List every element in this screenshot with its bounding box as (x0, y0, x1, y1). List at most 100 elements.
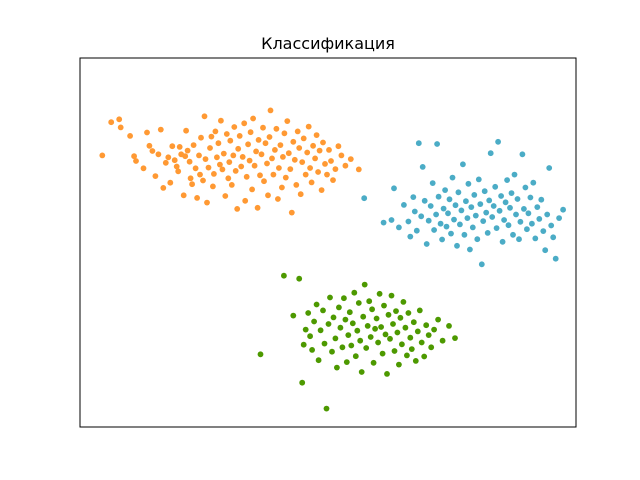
data-point (508, 190, 515, 197)
data-point (160, 185, 167, 191)
data-point (532, 235, 539, 242)
data-point (180, 192, 187, 199)
data-point (275, 196, 281, 202)
series-3 (257, 272, 458, 412)
data-point (396, 361, 402, 368)
data-point (325, 321, 332, 327)
data-point (227, 137, 234, 144)
data-point (498, 193, 504, 199)
data-point (471, 192, 478, 198)
data-point (291, 156, 298, 163)
data-point (189, 181, 196, 188)
data-point (287, 166, 294, 173)
data-point (232, 168, 239, 174)
data-point (375, 339, 381, 346)
data-point (546, 165, 553, 171)
data-point (332, 166, 339, 173)
data-point (304, 149, 311, 156)
data-point (253, 148, 259, 155)
data-point (483, 209, 490, 216)
data-point (117, 124, 124, 131)
data-point (510, 231, 516, 238)
data-point (281, 272, 287, 279)
data-point (239, 154, 246, 160)
data-point (108, 119, 115, 126)
data-point (480, 218, 487, 225)
data-point (187, 175, 194, 182)
data-point (299, 159, 306, 166)
data-point (352, 353, 359, 360)
data-point (419, 164, 426, 170)
data-point (343, 359, 350, 365)
data-point (490, 203, 497, 209)
data-point (241, 120, 248, 127)
data-point (257, 172, 263, 179)
data-point (228, 182, 235, 188)
data-point (219, 166, 226, 173)
data-point (305, 123, 312, 130)
data-point (461, 231, 468, 238)
data-point (435, 193, 442, 200)
data-point (407, 334, 414, 341)
data-point (355, 300, 362, 306)
data-point (505, 222, 512, 229)
data-point (431, 326, 437, 333)
data-point (215, 140, 222, 147)
data-point (370, 359, 377, 366)
data-point (155, 151, 162, 158)
data-point (378, 324, 384, 330)
data-point (457, 221, 463, 228)
data-point (211, 171, 217, 177)
data-point (405, 218, 412, 225)
data-point (418, 339, 425, 346)
data-point (225, 175, 232, 182)
data-point (452, 202, 459, 209)
data-point (423, 322, 430, 329)
data-point (171, 157, 178, 164)
data-point (439, 337, 446, 344)
data-point (367, 334, 374, 340)
series-1 (99, 107, 362, 216)
data-point (335, 143, 342, 150)
data-point (433, 211, 439, 218)
data-point (198, 134, 204, 141)
data-point (316, 147, 323, 154)
data-point (437, 220, 444, 227)
data-point (282, 174, 289, 181)
data-point (521, 206, 527, 212)
data-point (144, 129, 150, 136)
data-point (552, 255, 559, 262)
data-point (449, 174, 456, 181)
data-point (300, 135, 307, 142)
data-point (464, 215, 471, 222)
data-point (242, 197, 249, 204)
data-point (361, 281, 368, 288)
data-point (235, 145, 242, 152)
data-point (354, 327, 361, 334)
data-point (448, 230, 454, 237)
data-point (527, 194, 534, 201)
data-point (421, 197, 428, 204)
data-point (267, 107, 274, 114)
data-point (234, 206, 241, 212)
data-point (347, 156, 354, 163)
data-point (192, 165, 199, 172)
data-point (281, 130, 288, 137)
data-point (269, 155, 275, 162)
data-point (357, 337, 364, 344)
data-point (210, 183, 216, 190)
data-point (481, 188, 488, 195)
data-point (416, 307, 423, 314)
data-point (194, 195, 201, 201)
data-point (455, 189, 462, 196)
data-point (296, 275, 303, 282)
data-point (238, 163, 245, 170)
data-point (339, 344, 346, 351)
data-point (273, 125, 280, 132)
data-point (332, 335, 339, 342)
data-point (522, 184, 529, 191)
data-point (146, 142, 153, 149)
data-point (226, 159, 233, 166)
data-point (538, 196, 545, 203)
data-point (542, 247, 549, 254)
